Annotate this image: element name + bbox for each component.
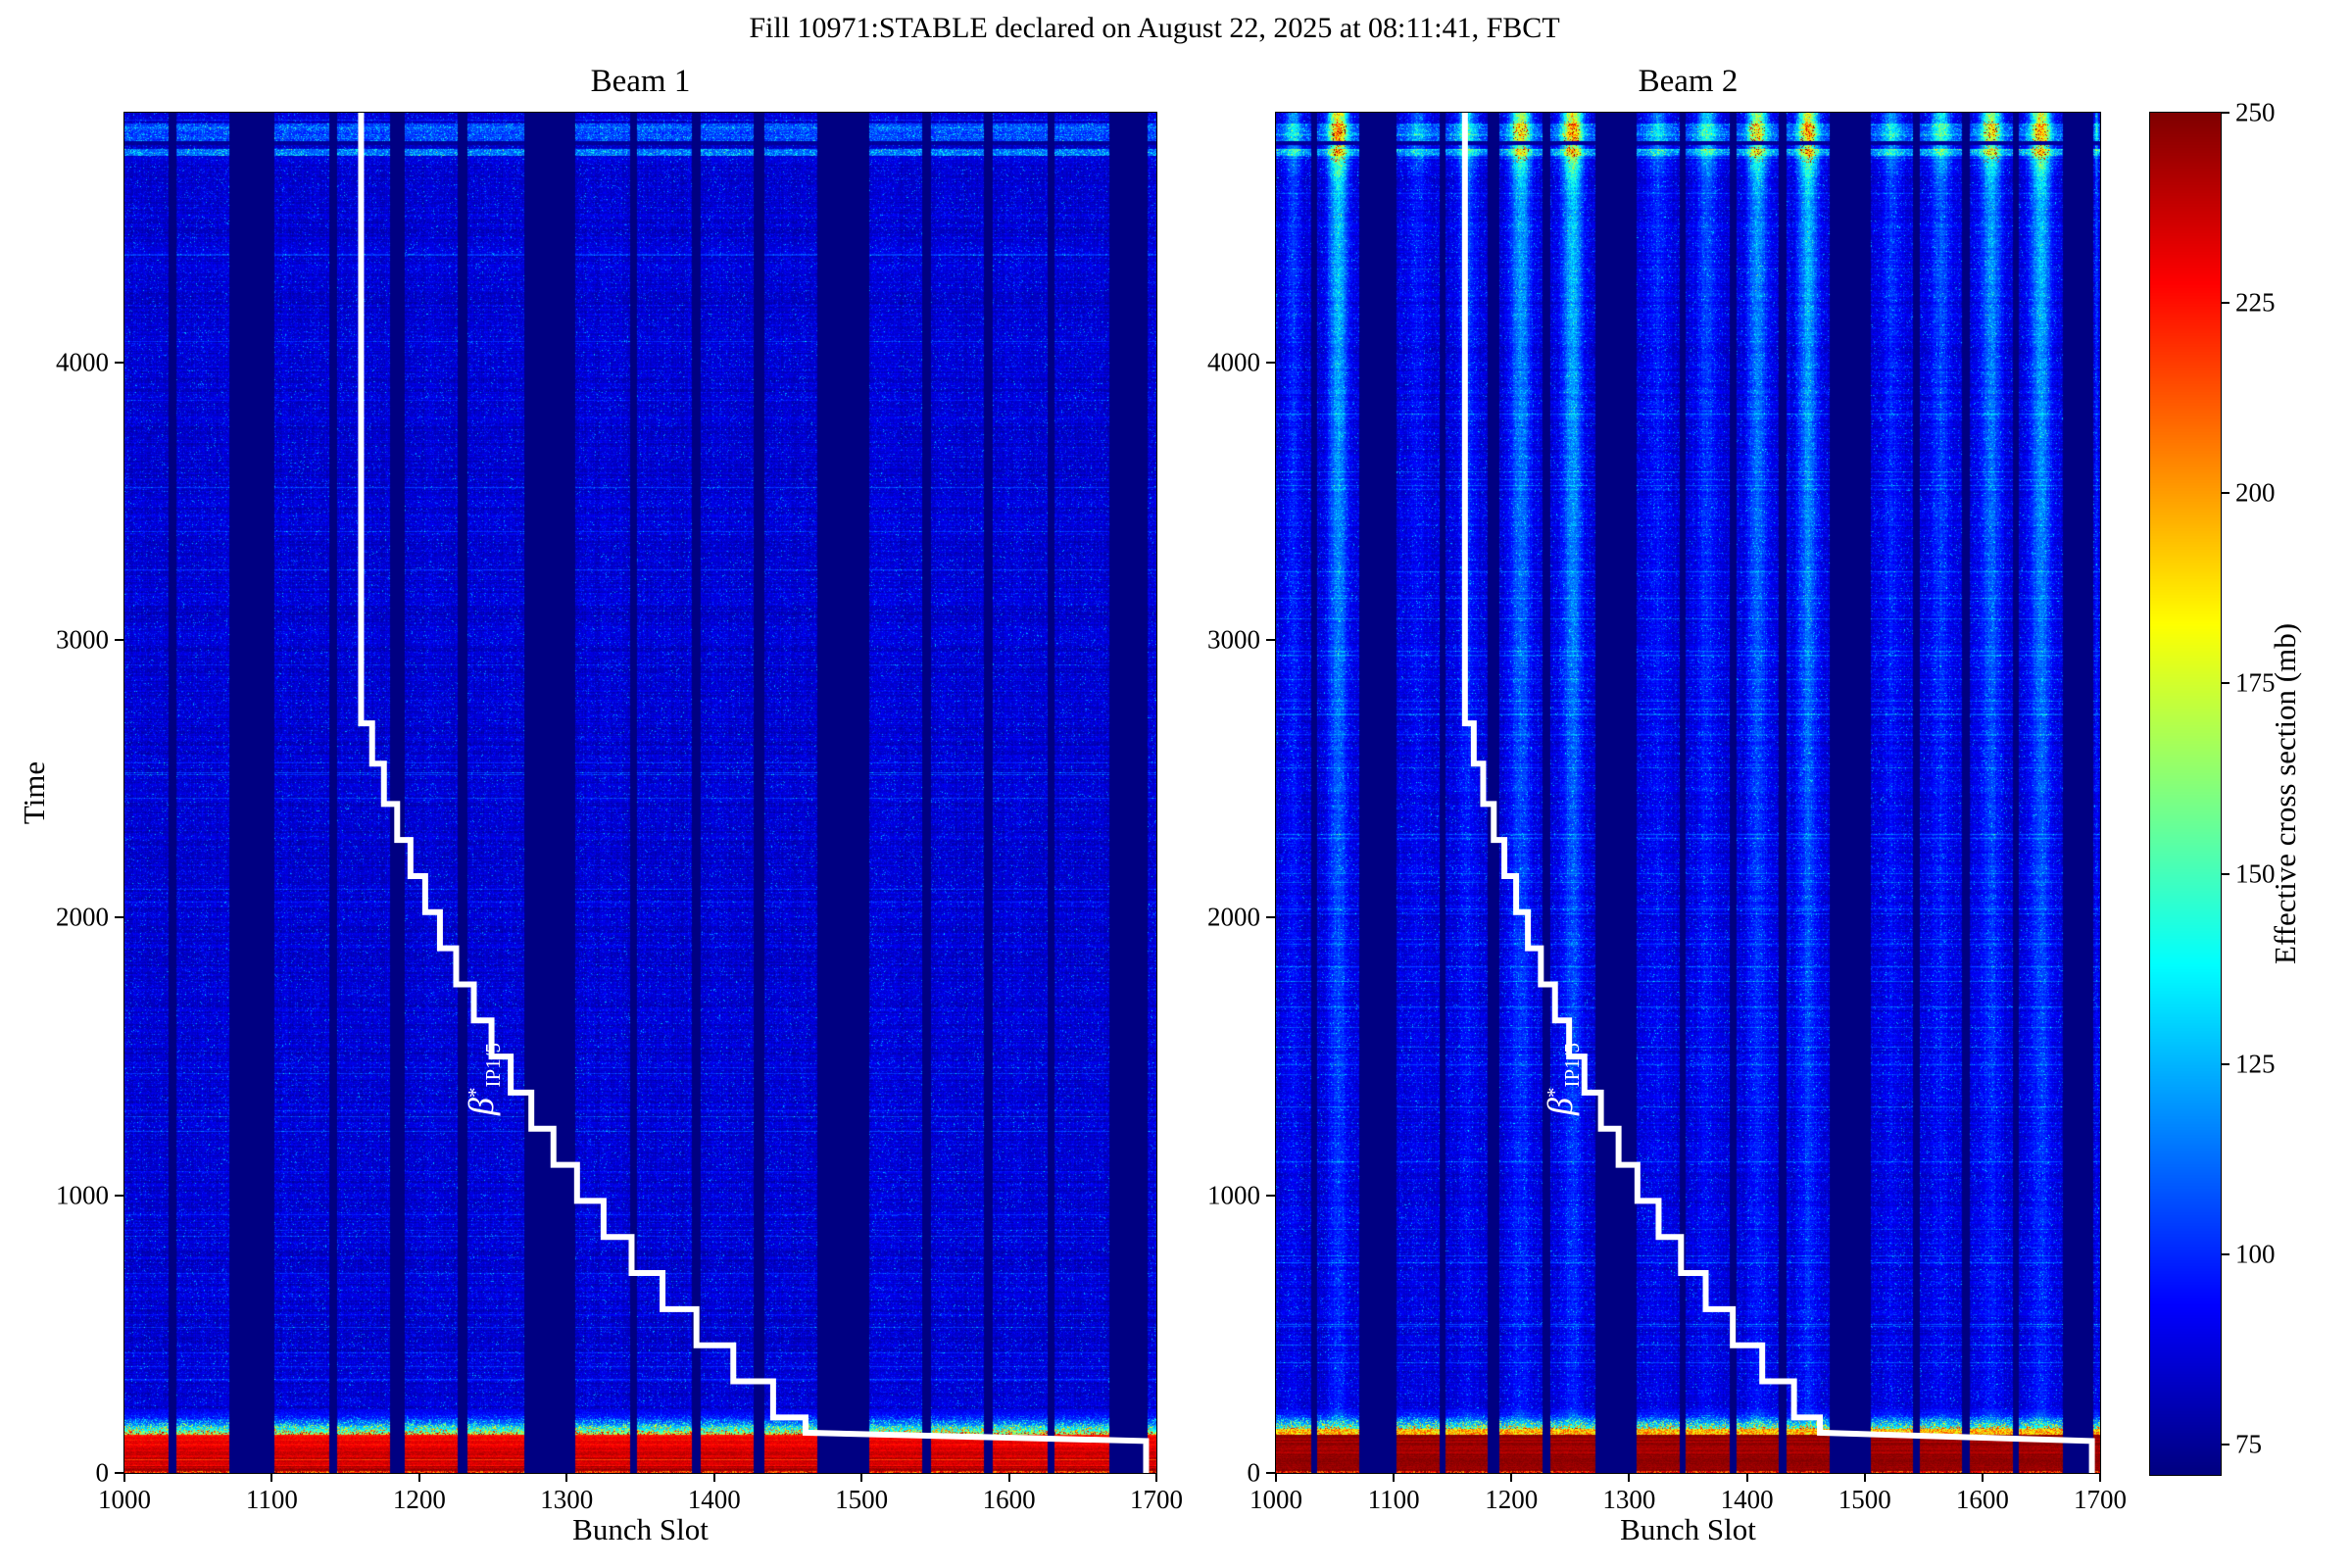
beam1-y-tick-mark <box>115 916 123 919</box>
beam1-ylabel: Time <box>17 760 51 825</box>
colorbar-tick-label: 250 <box>2235 97 2276 127</box>
colorbar-tick-mark <box>2221 1252 2230 1255</box>
beam2-x-tick-mark <box>1393 1473 1396 1482</box>
beam2-y-tick-label: 2000 <box>1207 902 1260 932</box>
beam2-x-tick-mark <box>1745 1473 1748 1482</box>
colorbar: Effective cross section (mb) 75 100 125 150… <box>2149 99 2302 1476</box>
beam2-y-tick-label: 0 <box>1247 1457 1261 1488</box>
beam2-xlabel: Bunch Slot <box>1620 1512 1756 1546</box>
beam2-x-tick-mark <box>1510 1473 1513 1482</box>
beam2-x-tick-label: 1600 <box>1955 1485 2009 1514</box>
colorbar-tick-label: 100 <box>2235 1239 2276 1269</box>
beam2-y-tick-label: 3000 <box>1207 624 1260 655</box>
beam1-axes: Beam 1 β*IP1/5 Bunch Slot Time 1000 1100 1… <box>17 64 1183 1546</box>
beta-star-superscript: * <box>463 1087 487 1098</box>
beta-symbol: β <box>1540 1097 1580 1115</box>
beam1-x-tick-label: 1000 <box>98 1485 151 1514</box>
beta-star-subscript: IP1/5 <box>1559 1042 1584 1088</box>
beam1-xlabel: Bunch Slot <box>572 1512 709 1546</box>
beam1-y-tick-mark <box>115 1194 123 1197</box>
beam1-x-tick-mark <box>1155 1473 1157 1482</box>
colorbar-tick-mark <box>2221 1443 2230 1446</box>
beta-star-subscript: IP1/5 <box>480 1042 505 1088</box>
colorbar-tick-label: 125 <box>2235 1049 2276 1079</box>
beam1-x-tick-mark <box>270 1473 273 1482</box>
beam1-x-tick-mark <box>1007 1473 1010 1482</box>
beam2-x-tick-label: 1400 <box>1720 1485 1774 1514</box>
colorbar-tick-label: 225 <box>2235 287 2276 318</box>
colorbar-tick-mark <box>2221 1062 2230 1065</box>
colorbar-tick-label: 175 <box>2235 667 2276 698</box>
colorbar-tick-mark <box>2221 112 2230 114</box>
beam1-x-tick-mark <box>712 1473 715 1482</box>
beam2-y-tick-label: 4000 <box>1207 347 1260 377</box>
beam1-x-tick-label: 1500 <box>835 1485 889 1514</box>
beam1-x-tick-label: 1100 <box>245 1485 298 1514</box>
beam2-x-tick-mark <box>1628 1473 1631 1482</box>
beam1-x-tick-label: 1400 <box>687 1485 741 1514</box>
beam1-y-tick-label: 0 <box>95 1457 110 1488</box>
beam1-y-tick-mark <box>115 639 123 642</box>
beta-symbol: β <box>461 1097 501 1115</box>
figure-suptitle: Fill 10971:STABLE declared on August 22,… <box>749 12 1560 44</box>
beam1-x-tick-label: 1200 <box>392 1485 446 1514</box>
colorbar-tick-mark <box>2221 872 2230 875</box>
beam1-beta-star-annotation: β*IP1/5 <box>461 1043 506 1115</box>
beam1-title: Beam 1 <box>590 64 691 99</box>
beta-star-superscript: * <box>1542 1087 1566 1098</box>
beam2-title: Beam 2 <box>1638 64 1739 99</box>
beam1-y-tick-label: 2000 <box>56 902 109 932</box>
beam1-y-tick-label: 4000 <box>56 347 109 377</box>
beam2-y-tick-mark <box>1266 1194 1275 1197</box>
colorbar-tick-label: 75 <box>2235 1429 2262 1459</box>
beam2-beta-star-annotation: β*IP1/5 <box>1540 1043 1585 1115</box>
beam2-axes: Beam 2 β*IP1/5 Bunch Slot 1000 1100 1200 13… <box>1207 64 2127 1546</box>
beam2-y-tick-mark <box>1266 639 1275 642</box>
beam1-x-tick-mark <box>565 1473 568 1482</box>
beam2-x-tick-label: 1200 <box>1485 1485 1539 1514</box>
beam2-heatmap <box>1276 113 2100 1473</box>
colorbar-tick-label: 150 <box>2235 858 2276 889</box>
beam1-x-tick-mark <box>417 1473 420 1482</box>
beam1-x-tick-label: 1300 <box>540 1485 594 1514</box>
beam1-x-tick-label: 1600 <box>982 1485 1036 1514</box>
beam2-y-tick-label: 1000 <box>1207 1180 1260 1210</box>
beam2-x-tick-label: 1300 <box>1602 1485 1656 1514</box>
beam1-heatmap <box>124 113 1156 1473</box>
beam1-x-tick-label: 1700 <box>1130 1485 1183 1514</box>
beam1-x-tick-mark <box>860 1473 863 1482</box>
beam1-x-tick-mark <box>123 1473 125 1482</box>
colorbar-tick-mark <box>2221 302 2230 305</box>
beam2-x-tick-mark <box>1275 1473 1277 1482</box>
beam2-y-tick-mark <box>1266 916 1275 919</box>
beam1-y-tick-mark <box>115 361 123 364</box>
colorbar-tick-label: 200 <box>2235 477 2276 508</box>
beam2-x-tick-mark <box>2099 1473 2101 1482</box>
beam2-y-tick-mark <box>1266 1472 1275 1474</box>
beam1-y-tick-label: 1000 <box>56 1180 109 1210</box>
beam2-x-tick-mark <box>1981 1473 1984 1482</box>
colorbar-tick-mark <box>2221 682 2230 685</box>
beam2-y-tick-mark <box>1266 361 1275 364</box>
beam2-x-tick-label: 1500 <box>1838 1485 1891 1514</box>
beam2-x-tick-label: 1700 <box>2074 1485 2127 1514</box>
beam2-x-tick-label: 1100 <box>1367 1485 1420 1514</box>
colorbar-gradient <box>2150 113 2221 1475</box>
colorbar-tick-mark <box>2221 492 2230 495</box>
beam1-y-tick-mark <box>115 1472 123 1474</box>
beam2-x-tick-mark <box>1863 1473 1866 1482</box>
beam2-x-tick-label: 1000 <box>1250 1485 1302 1514</box>
beam1-y-tick-label: 3000 <box>56 624 109 655</box>
